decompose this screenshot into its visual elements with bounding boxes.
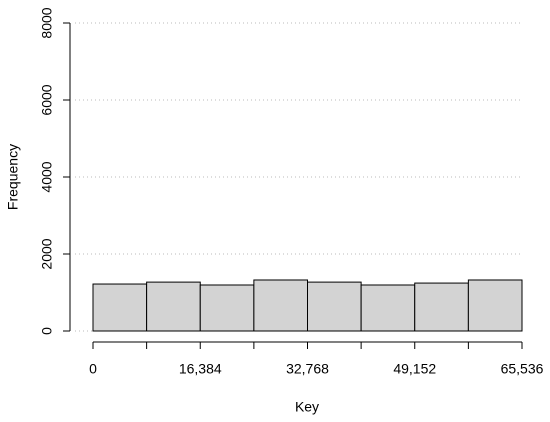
y-tick-label: 4000 [39, 161, 55, 192]
bar [467, 279, 523, 332]
x-tick-label: 16,384 [179, 361, 222, 377]
x-tick-label: 65,536 [501, 361, 544, 377]
bar [92, 283, 148, 332]
y-axis-label: Frequency [5, 144, 21, 210]
y-tick-label: 0 [39, 327, 55, 335]
y-tick-label: 8000 [39, 7, 55, 38]
x-tick-label: 49,152 [393, 361, 436, 377]
y-tick-label: 2000 [39, 238, 55, 269]
bar [253, 279, 308, 332]
x-axis-label: Key [295, 399, 319, 415]
y-tick-label: 6000 [39, 84, 55, 115]
x-tick-label: 32,768 [286, 361, 329, 377]
bar [360, 284, 416, 332]
bar [199, 284, 255, 332]
bar [307, 281, 362, 332]
x-tick-label: 0 [89, 361, 97, 377]
bar [146, 281, 201, 332]
bar [414, 282, 469, 332]
